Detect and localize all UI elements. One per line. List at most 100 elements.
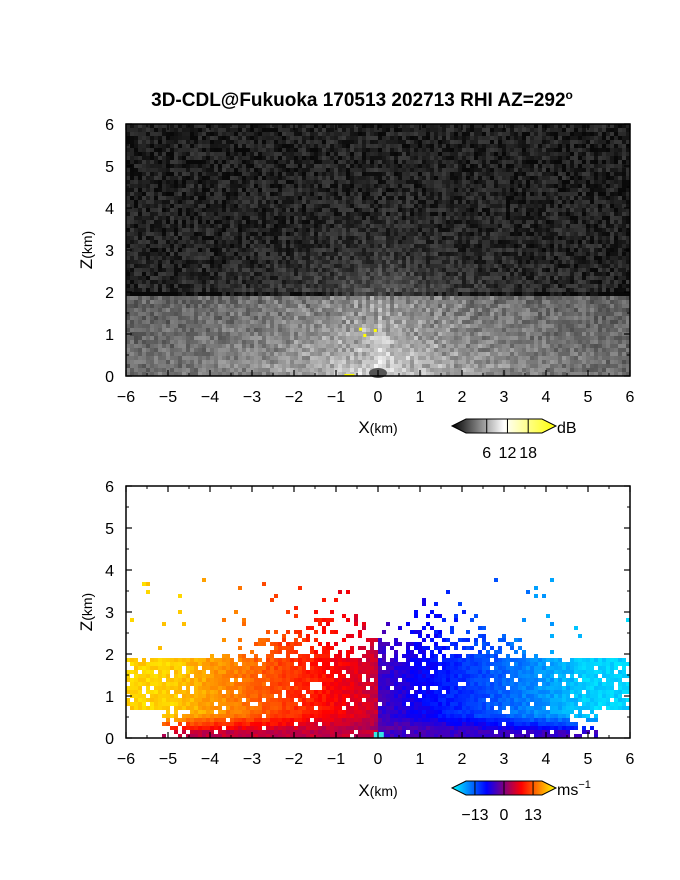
reflectivity-cell — [358, 140, 362, 144]
reflectivity-cell — [426, 256, 430, 260]
reflectivity-cell — [330, 176, 334, 180]
reflectivity-cell — [254, 192, 258, 196]
reflectivity-cell — [138, 204, 142, 208]
reflectivity-cell — [510, 172, 514, 176]
reflectivity-cell — [274, 240, 278, 244]
reflectivity-cell — [414, 216, 418, 220]
reflectivity-cell — [626, 144, 630, 148]
reflectivity-cell — [322, 260, 326, 264]
reflectivity-cell — [358, 124, 362, 128]
reflectivity-cell — [558, 216, 562, 220]
reflectivity-cell — [290, 228, 294, 232]
reflectivity-cell — [386, 256, 390, 260]
reflectivity-cell — [562, 248, 566, 252]
reflectivity-cell — [378, 152, 382, 156]
reflectivity-cell — [462, 168, 466, 172]
reflectivity-cell — [350, 164, 354, 168]
reflectivity-cell — [422, 248, 426, 252]
reflectivity-cell — [478, 188, 482, 192]
reflectivity-cell — [238, 264, 242, 268]
reflectivity-cell — [254, 200, 258, 204]
reflectivity-cell — [414, 148, 418, 152]
reflectivity-cell — [406, 248, 410, 252]
reflectivity-cell — [606, 244, 610, 248]
reflectivity-cell — [522, 152, 526, 156]
reflectivity-cell — [530, 268, 534, 272]
reflectivity-cell — [426, 216, 430, 220]
reflectivity-cell — [594, 140, 598, 144]
reflectivity-cell — [498, 204, 502, 208]
reflectivity-cell — [386, 204, 390, 208]
reflectivity-cell — [206, 140, 210, 144]
reflectivity-cell — [382, 140, 386, 144]
reflectivity-cell — [622, 220, 626, 224]
reflectivity-cell — [290, 236, 294, 240]
reflectivity-cell — [402, 188, 406, 192]
reflectivity-cell — [582, 212, 586, 216]
reflectivity-cell — [422, 156, 426, 160]
reflectivity-cell — [254, 240, 258, 244]
reflectivity-cell — [566, 236, 570, 240]
reflectivity-cell — [590, 256, 594, 260]
reflectivity-cell — [546, 228, 550, 232]
reflectivity-cell — [158, 248, 162, 252]
reflectivity-cell — [214, 220, 218, 224]
reflectivity-cell — [382, 168, 386, 172]
reflectivity-cell — [514, 124, 518, 128]
reflectivity-cell — [498, 188, 502, 192]
reflectivity-cell — [590, 252, 594, 256]
reflectivity-cell — [482, 128, 486, 132]
reflectivity-cell — [386, 192, 390, 196]
reflectivity-cell — [526, 184, 530, 188]
reflectivity-cell — [254, 156, 258, 160]
reflectivity-cell — [374, 276, 378, 280]
reflectivity-cell — [486, 256, 490, 260]
reflectivity-cell — [326, 196, 330, 200]
reflectivity-cell — [530, 168, 534, 172]
reflectivity-cell — [270, 280, 274, 284]
reflectivity-cell — [486, 188, 490, 192]
reflectivity-cell — [546, 268, 550, 272]
reflectivity-cell — [546, 276, 550, 280]
reflectivity-cell — [222, 188, 226, 192]
reflectivity-cell — [338, 180, 342, 184]
reflectivity-cell — [426, 188, 430, 192]
reflectivity-cell — [350, 196, 354, 200]
reflectivity-cell — [526, 216, 530, 220]
reflectivity-cell — [350, 180, 354, 184]
reflectivity-cell — [310, 248, 314, 252]
reflectivity-cell — [570, 224, 574, 228]
reflectivity-cell — [326, 172, 330, 176]
reflectivity-cell — [298, 164, 302, 168]
reflectivity-cell — [434, 228, 438, 232]
reflectivity-cell — [270, 216, 274, 220]
reflectivity-cell — [466, 192, 470, 196]
reflectivity-cell — [594, 196, 598, 200]
reflectivity-cell — [466, 172, 470, 176]
reflectivity-cell — [518, 160, 522, 164]
reflectivity-cell — [138, 232, 142, 236]
reflectivity-cell — [442, 160, 446, 164]
reflectivity-cell — [350, 124, 354, 128]
reflectivity-cell — [326, 276, 330, 280]
reflectivity-cell — [206, 172, 210, 176]
reflectivity-cell — [494, 168, 498, 172]
reflectivity-cell — [234, 188, 238, 192]
reflectivity-cell — [194, 224, 198, 228]
reflectivity-cell — [274, 144, 278, 148]
reflectivity-cell — [198, 224, 202, 228]
reflectivity-cell — [306, 184, 310, 188]
reflectivity-cell — [218, 268, 222, 272]
reflectivity-cell — [522, 216, 526, 220]
reflectivity-cell — [374, 208, 378, 212]
reflectivity-cell — [418, 212, 422, 216]
reflectivity-cell — [486, 144, 490, 148]
reflectivity-cell — [594, 212, 598, 216]
reflectivity-cell — [246, 172, 250, 176]
reflectivity-cell — [410, 160, 414, 164]
reflectivity-cell — [478, 152, 482, 156]
reflectivity-cell — [210, 216, 214, 220]
reflectivity-cell — [326, 136, 330, 140]
reflectivity-cell — [454, 184, 458, 188]
reflectivity-cell — [498, 200, 502, 204]
